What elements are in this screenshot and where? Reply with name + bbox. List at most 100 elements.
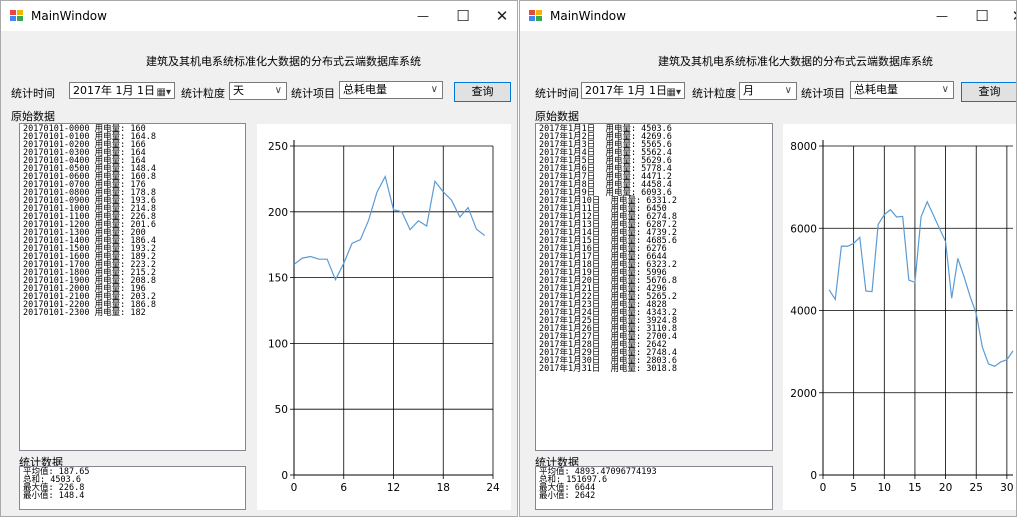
y-tick-label: 100	[268, 338, 288, 350]
list-item[interactable]: 2017年1月24日 用电量: 4343.2	[539, 308, 677, 318]
list-item[interactable]: 20170101-1600 用电量: 189.2	[23, 252, 156, 262]
list-item[interactable]: 2017年1月18日 用电量: 6323.2	[539, 260, 677, 270]
list-item[interactable]: 20170101-1200 用电量: 201.6	[23, 220, 156, 230]
monthly-usage-chart: 0 2000 4000 6000 8000 0 5 10 15 20 25 30	[783, 124, 1016, 510]
list-item[interactable]: 20170101-2200 用电量: 186.8	[23, 300, 156, 310]
list-item[interactable]: 20170101-1500 用电量: 193.2	[23, 244, 156, 254]
x-tick-label: 10	[878, 482, 891, 494]
list-item[interactable]: 2017年1月20日 用电量: 5676.8	[539, 276, 677, 286]
item-select[interactable]: 总耗电量 ∨	[850, 81, 954, 99]
list-item[interactable]: 2017年1月29日 用电量: 2748.4	[539, 348, 677, 358]
list-item[interactable]: 最小值: 2642	[539, 491, 596, 501]
item-value: 总耗电量	[343, 83, 387, 96]
list-item[interactable]: 最大值: 226.8	[23, 483, 85, 493]
list-item[interactable]: 最小值: 148.4	[23, 491, 85, 501]
list-item[interactable]: 20170101-0600 用电量: 160.8	[23, 172, 156, 182]
list-item[interactable]: 2017年1月15日 用电量: 4685.6	[539, 236, 677, 246]
list-item[interactable]: 20170101-0200 用电量: 166	[23, 140, 146, 150]
window-title: MainWindow	[31, 9, 107, 23]
list-item[interactable]: 总和: 151697.6	[539, 475, 608, 485]
y-tick-label: 150	[268, 273, 288, 285]
close-button[interactable]: ✕	[1004, 5, 1016, 27]
raw-data-listbox[interactable]: 2017年1月1日 用电量: 4503.6 2017年1月2日 用电量: 4269…	[535, 123, 773, 451]
list-item[interactable]: 2017年1月10日 用电量: 6331.2	[539, 196, 677, 206]
minimize-button[interactable]: —	[936, 9, 948, 23]
list-item[interactable]: 20170101-1700 用电量: 223.2	[23, 260, 156, 270]
list-item[interactable]: 20170101-0700 用电量: 176	[23, 180, 146, 190]
list-item[interactable]: 2017年1月28日 用电量: 2642	[539, 340, 667, 350]
maximize-button[interactable]: ☐	[975, 7, 989, 25]
maximize-button[interactable]: ☐	[456, 7, 470, 25]
list-item[interactable]: 20170101-0900 用电量: 193.6	[23, 196, 156, 206]
list-item[interactable]: 2017年1月16日 用电量: 6276	[539, 244, 667, 254]
list-item[interactable]: 2017年1月7日 用电量: 4471.2	[539, 172, 672, 182]
list-item[interactable]: 20170101-0100 用电量: 164.8	[23, 132, 156, 142]
list-item[interactable]: 2017年1月2日 用电量: 4269.6	[539, 132, 672, 142]
date-value: 2017年 1月 1日	[585, 84, 667, 97]
list-item[interactable]: 平均值: 4893.47096774193	[539, 467, 657, 477]
calendar-dropdown-icon[interactable]: ▦▾	[156, 87, 171, 98]
list-item[interactable]: 20170101-1100 用电量: 226.8	[23, 212, 156, 222]
raw-data-listbox[interactable]: 20170101-0000 用电量: 160 20170101-0100 用电量:…	[19, 123, 246, 451]
list-item[interactable]: 2017年1月19日 用电量: 5996	[539, 268, 667, 278]
query-button[interactable]: 查询	[454, 82, 511, 102]
date-picker[interactable]: 2017年 1月 1日 ▦▾	[581, 82, 685, 99]
stats-listbox[interactable]: 平均值: 187.65 总和: 4503.6 最大值: 226.8 最小值: 148.…	[19, 466, 246, 510]
date-picker[interactable]: 2017年 1月 1日 ▦▾	[69, 82, 175, 99]
list-item[interactable]: 2017年1月9日 用电量: 6093.6	[539, 188, 672, 198]
list-item[interactable]: 2017年1月30日 用电量: 2803.6	[539, 356, 677, 366]
minimize-button[interactable]: —	[417, 9, 429, 23]
line-chart-svg: 0 50 100 150 200 250 0 6 12 18 24	[268, 140, 500, 494]
list-item[interactable]: 2017年1月1日 用电量: 4503.6	[539, 124, 672, 134]
list-item[interactable]: 2017年1月12日 用电量: 6274.8	[539, 212, 677, 222]
item-select[interactable]: 总耗电量 ∨	[339, 81, 443, 99]
list-item[interactable]: 2017年1月23日 用电量: 4828	[539, 300, 667, 310]
x-tick-label: 0	[820, 482, 827, 494]
list-item[interactable]: 20170101-0400 用电量: 164	[23, 156, 146, 166]
close-button[interactable]: ✕	[495, 7, 509, 25]
list-item[interactable]: 2017年1月27日 用电量: 2700.4	[539, 332, 677, 342]
list-item[interactable]: 20170101-0300 用电量: 164	[23, 148, 146, 158]
granularity-select[interactable]: 月 ∨	[739, 82, 797, 100]
list-item[interactable]: 最大值: 6644	[539, 483, 596, 493]
query-button[interactable]: 查询	[961, 82, 1016, 102]
list-item[interactable]: 2017年1月3日 用电量: 5565.6	[539, 140, 672, 150]
list-item[interactable]: 20170101-0000 用电量: 160	[23, 124, 146, 134]
list-item[interactable]: 2017年1月17日 用电量: 6644	[539, 252, 667, 262]
list-item[interactable]: 2017年1月22日 用电量: 5265.2	[539, 292, 677, 302]
list-item[interactable]: 2017年1月4日 用电量: 5562.4	[539, 148, 672, 158]
list-item[interactable]: 2017年1月14日 用电量: 4739.2	[539, 228, 677, 238]
list-item[interactable]: 2017年1月21日 用电量: 4296	[539, 284, 667, 294]
raw-data-label: 原始数据	[11, 110, 55, 123]
list-item[interactable]: 2017年1月26日 用电量: 3110.8	[539, 324, 677, 334]
calendar-dropdown-icon[interactable]: ▦▾	[666, 87, 681, 98]
list-item[interactable]: 2017年1月6日 用电量: 5778.4	[539, 164, 672, 174]
list-item[interactable]: 20170101-1900 用电量: 208.8	[23, 276, 156, 286]
list-item[interactable]: 20170101-1800 用电量: 215.2	[23, 268, 156, 278]
granularity-label: 统计粒度	[692, 87, 736, 100]
list-item[interactable]: 2017年1月11日 用电量: 6450	[539, 204, 667, 214]
list-item[interactable]: 20170101-1000 用电量: 214.8	[23, 204, 156, 214]
list-item[interactable]: 20170101-1400 用电量: 186.4	[23, 236, 156, 246]
system-title: 建筑及其机电系统标准化大数据的分布式云端数据库系统	[146, 55, 421, 68]
list-item[interactable]: 2017年1月31日 用电量: 3018.8	[539, 364, 677, 374]
list-item[interactable]: 2017年1月8日 用电量: 4458.4	[539, 180, 672, 190]
list-item[interactable]: 20170101-2100 用电量: 203.2	[23, 292, 156, 302]
list-item[interactable]: 20170101-2000 用电量: 196	[23, 284, 146, 294]
list-item[interactable]: 总和: 4503.6	[23, 475, 81, 485]
granularity-select[interactable]: 天 ∨	[229, 82, 287, 100]
list-item[interactable]: 2017年1月5日 用电量: 5629.6	[539, 156, 672, 166]
title-bar[interactable]: MainWindow — ☐ ✕	[520, 1, 1016, 31]
list-item[interactable]: 2017年1月13日 用电量: 6287.2	[539, 220, 677, 230]
granularity-value: 天	[233, 84, 244, 97]
title-bar[interactable]: MainWindow — ☐ ✕	[1, 1, 517, 31]
chevron-down-icon: ∨	[430, 84, 438, 95]
list-item[interactable]: 20170101-2300 用电量: 182	[23, 308, 146, 318]
list-item[interactable]: 20170101-1300 用电量: 200	[23, 228, 146, 238]
list-item[interactable]: 2017年1月25日 用电量: 3924.8	[539, 316, 677, 326]
time-label: 统计时间	[535, 87, 579, 100]
list-item[interactable]: 20170101-0500 用电量: 148.4	[23, 164, 156, 174]
list-item[interactable]: 平均值: 187.65	[23, 467, 90, 477]
list-item[interactable]: 20170101-0800 用电量: 178.8	[23, 188, 156, 198]
stats-listbox[interactable]: 平均值: 4893.47096774193 总和: 151697.6 最大值: 66…	[535, 466, 773, 510]
